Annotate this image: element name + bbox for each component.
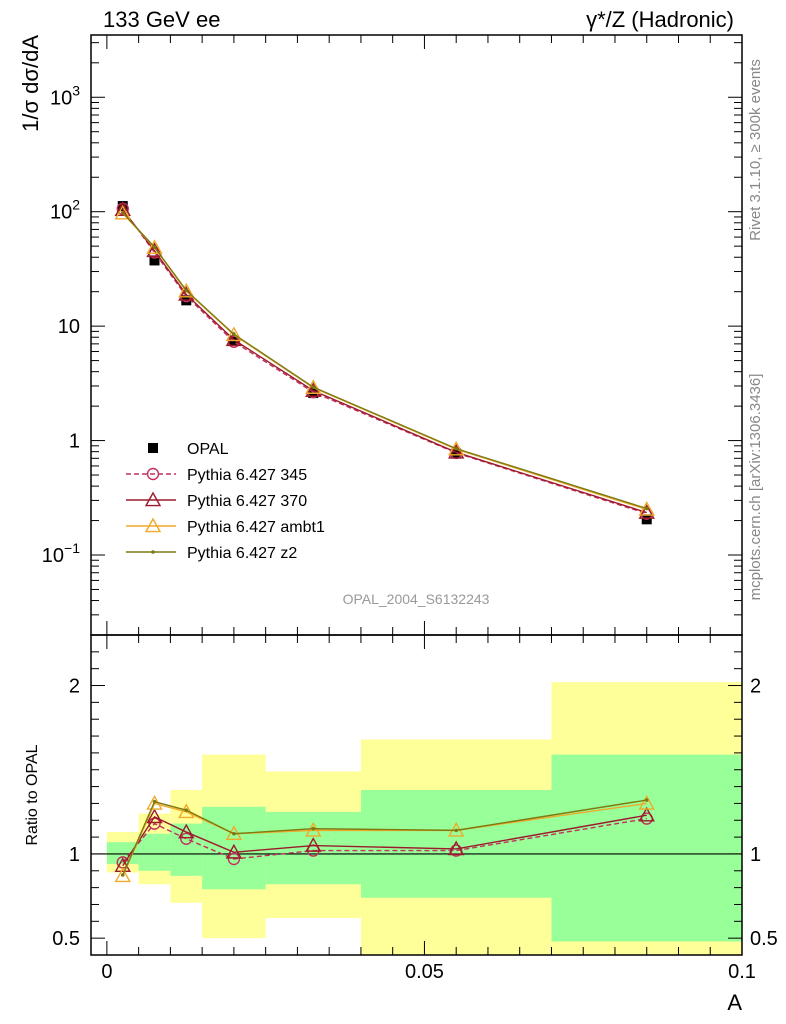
tick-base: 10 [50, 87, 72, 109]
ratio-band-inner [202, 806, 266, 890]
tick-exponent: 3 [72, 82, 80, 98]
main-ambt1-point [225, 326, 243, 342]
legend-marker-opal [148, 443, 158, 453]
tick-exponent: 2 [72, 197, 80, 213]
ratio-z2-point [120, 873, 125, 877]
ratio-panel: 0.5 0.5 1 1 2 2 0 0.05 0.1 Ratio to OPAL A [24, 634, 778, 1015]
main-ambt1-point [114, 204, 131, 220]
legend-label-p345: Pythia 6.427 345 [187, 467, 307, 484]
header-right: γ*/Z (Hadronic) [586, 7, 734, 32]
ratio-z2-point [454, 828, 458, 833]
ratio-band-inner [106, 842, 139, 865]
ratio-p370-point [146, 808, 163, 824]
main-p370-point [638, 504, 655, 519]
main-y-axis-title: 1/σ dσ/dA [18, 35, 43, 132]
main-ambt1-point [178, 282, 195, 298]
x-tick-label: 0.1 [728, 961, 756, 983]
main-z2-line [122, 212, 647, 510]
main-ambt1-point [146, 239, 163, 254]
ratio-z2-point [311, 826, 316, 831]
ratio-z2-point [184, 808, 189, 812]
ratio-p345-line [122, 817, 647, 863]
legend-marker-p345 [146, 467, 160, 481]
main-opal-point [149, 255, 160, 266]
legend-marker-p370 [144, 491, 162, 507]
main-y-tick-label: 10 [58, 316, 80, 338]
ratio-plot-marks [91, 682, 742, 955]
main-z2-point [311, 385, 316, 389]
ratio-z2-point [644, 798, 649, 802]
main-ambt1-point [638, 501, 655, 516]
rivet-label: Rivet 3.1.10, ≥ 300k events [747, 59, 764, 241]
ratio-y-tick-label-right: 1 [750, 844, 761, 866]
mcplots-label: mcplots.cern.ch [arXiv:1306.3436] [747, 374, 764, 601]
legend-label-z2: Pythia 6.427 z2 [187, 545, 297, 562]
tick-exponent: −1 [64, 540, 80, 556]
x-tick-label: 0 [101, 961, 112, 983]
ratio-axes: 0.5 0.5 1 1 2 2 0 0.05 0.1 [52, 635, 778, 983]
ratio-p370-point [448, 840, 465, 856]
main-ambt1-point [448, 440, 465, 456]
main-ambt1-line [122, 212, 647, 511]
main-z2-point [232, 332, 236, 337]
legend-label-opal: OPAL [187, 441, 229, 458]
ratio-p370-line [122, 814, 647, 867]
ratio-p370-point [114, 857, 131, 873]
main-p370-point [114, 201, 131, 217]
legend-label-ambt1: Pythia 6.427 ambt1 [187, 519, 325, 536]
header-left: 133 GeV ee [103, 7, 220, 32]
main-z2-point [184, 288, 189, 293]
main-p370-point [448, 443, 465, 459]
main-p370-point [305, 382, 322, 397]
tick-base: 10 [42, 545, 64, 567]
ratio-ambt1-point [638, 794, 655, 810]
main-y-tick-label: 102 [50, 197, 80, 224]
ratio-y-tick-label: 0.5 [52, 928, 80, 950]
ratio-y-tick-label: 2 [69, 676, 80, 698]
ratio-p345-point [227, 852, 241, 866]
main-opal-point [451, 448, 462, 459]
main-z2-point [120, 210, 125, 215]
ratio-ambt1-point [305, 821, 322, 837]
ratio-z2-point [232, 831, 236, 836]
ratio-z2-point [152, 799, 157, 804]
x-tick-label: 0.05 [405, 961, 444, 983]
ratio-p370-point [178, 823, 195, 839]
ratio-frame [90, 634, 743, 956]
main-plot-marks [114, 201, 655, 525]
ratio-band-inner [551, 754, 742, 942]
main-p370-point [146, 242, 163, 258]
ratio-band-inner [138, 833, 171, 871]
ratio-p370-point [638, 806, 655, 822]
legend-label-p370: Pythia 6.427 370 [187, 493, 307, 510]
main-y-tick-label: 1 [69, 431, 80, 453]
legend-marker-z2 [151, 550, 155, 554]
main-p370-point [225, 331, 243, 347]
ratio-p370-point [305, 837, 322, 852]
ratio-p345-point [180, 832, 193, 845]
ratio-y-axis-title: Ratio to OPAL [24, 744, 41, 845]
main-y-tick-label: 103 [50, 82, 80, 109]
main-y-tick-label: 10−1 [42, 540, 80, 567]
main-z2-point [152, 245, 157, 249]
main-z2-point [644, 506, 649, 511]
analysis-tag: OPAL_2004_S6132243 [343, 591, 490, 607]
ratio-y-tick-label-right: 0.5 [750, 928, 778, 950]
ratio-band-inner [360, 789, 552, 898]
tick-base: 10 [50, 202, 72, 224]
main-ambt1-point [305, 379, 322, 394]
x-axis-title: A [727, 990, 742, 1015]
main-z2-point [454, 446, 458, 451]
legend: OPAL Pythia 6.427 345 Pythia 6.427 370 Pyth… [126, 441, 325, 562]
ratio-p370-point [225, 843, 243, 859]
ratio-y-tick-label: 1 [69, 844, 80, 866]
ratio-y-tick-label-right: 2 [750, 676, 761, 698]
ratio-ambt1-point [114, 867, 131, 883]
legend-marker-ambt1 [144, 517, 162, 533]
